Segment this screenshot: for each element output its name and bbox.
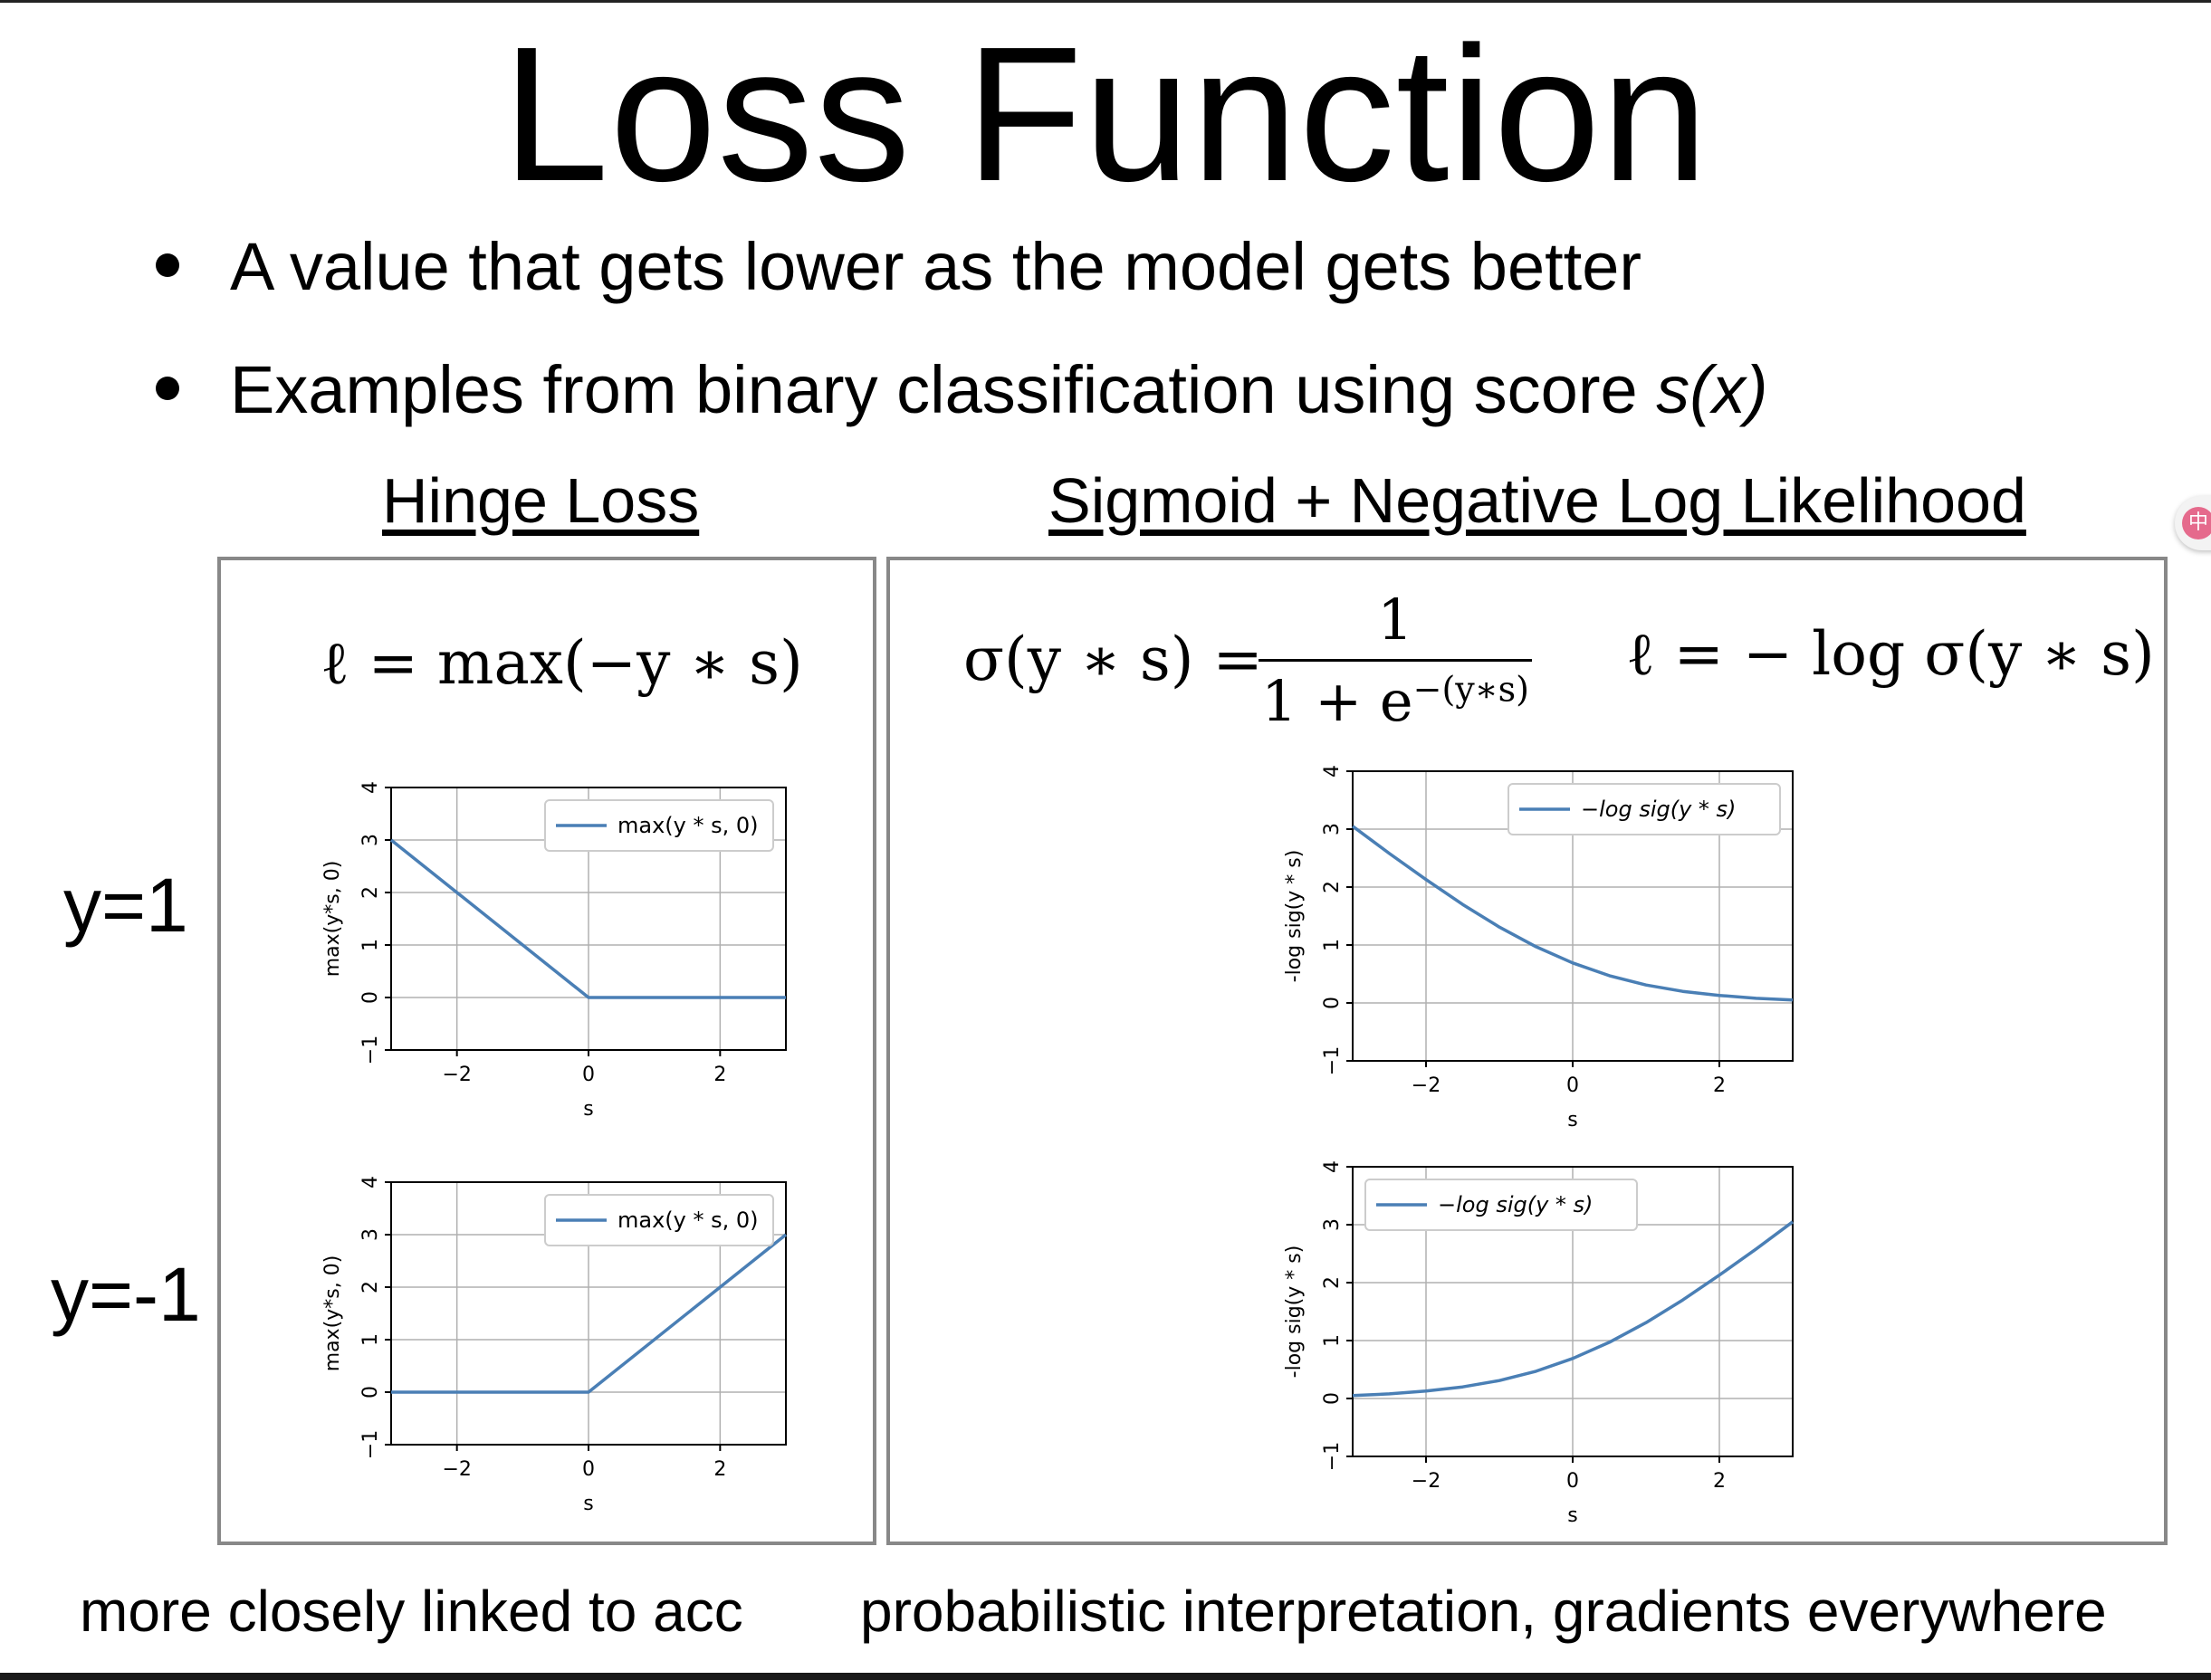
x-axis-label: s	[583, 1493, 593, 1515]
y-tick-label: 4	[359, 1176, 382, 1188]
x-tick-label: 2	[1713, 1470, 1726, 1493]
sigmoid-panel	[886, 557, 2168, 1545]
legend-box	[1364, 1179, 1638, 1231]
y-tick-label: 0	[359, 991, 382, 1004]
translate-icon[interactable]: 中	[2182, 507, 2211, 539]
slide-title: Loss Function	[502, 6, 1709, 221]
y-tick-label: −1	[1321, 1442, 1344, 1471]
legend-box	[1508, 783, 1781, 835]
series-line	[1351, 825, 1794, 1002]
y-tick-label: 2	[359, 1281, 382, 1293]
y-tick-label: 0	[1321, 1392, 1344, 1405]
y-tick-label: −1	[359, 1430, 382, 1459]
y-tick-label: 3	[1321, 823, 1344, 835]
y-tick-label: −1	[359, 1036, 382, 1064]
x-axis-label: s	[583, 1098, 593, 1121]
y-tick-label: 1	[1321, 1334, 1344, 1347]
bullet-dot-icon	[156, 377, 179, 400]
x-tick-label: −2	[442, 1458, 471, 1481]
sigmoid-formula-left: σ(y ∗ s) =	[963, 625, 1263, 694]
bullet-2-text: Examples from binary classification usin…	[230, 352, 1657, 427]
y-tick-label: 1	[359, 939, 382, 951]
y-axis-label: max(y*s, 0)	[321, 861, 344, 978]
sigmoid-top-chart: −2 0 2 −1 0 1 2 3 4 s -log sig(y * s) −log sig(y * …	[1283, 765, 1794, 1131]
x-axis-label: s	[1567, 1109, 1577, 1131]
x-axis-label: s	[1567, 1504, 1577, 1527]
x-tick-label: 0	[582, 1458, 595, 1481]
y-tick-label: 2	[1321, 881, 1344, 893]
y-tick-label: 3	[359, 1228, 382, 1241]
side-widget[interactable]: 中	[2175, 496, 2211, 550]
bullet-2-emphasis: s(x)	[1656, 352, 1768, 427]
x-tick-label: 0	[1566, 1074, 1579, 1097]
legend-label: −log sig(y * s)	[1438, 1192, 1593, 1217]
legend-box	[544, 1194, 774, 1246]
hinge-top-chart: −2 0 2 −1 0 1 2 3 4 s max(y*s, 0) max(y * s, 0)	[321, 781, 787, 1121]
legend-box	[544, 799, 774, 852]
x-tick-label: 2	[1713, 1074, 1726, 1097]
fraction-bar	[1259, 659, 1532, 662]
hinge-footer: more closely linked to acc	[80, 1579, 743, 1644]
series-line	[389, 838, 786, 999]
hinge-panel	[217, 557, 876, 1545]
bullet-1-text: A value that gets lower as the model get…	[230, 229, 1642, 304]
sigmoid-bottom-chart: −2 0 2 −1 0 1 2 3 4 s -log sig(y * s) −log sig(y * …	[1283, 1160, 1795, 1527]
bullet-dot-icon	[156, 253, 179, 277]
x-tick-label: −2	[1412, 1074, 1440, 1097]
legend-label: −log sig(y * s)	[1581, 797, 1736, 822]
x-tick-label: 2	[713, 1064, 726, 1086]
y-tick-label: 2	[1321, 1276, 1344, 1289]
y-tick-label: −1	[1321, 1046, 1344, 1075]
legend-label: max(y * s, 0)	[617, 813, 759, 838]
y-tick-label: 3	[359, 834, 382, 846]
sigmoid-formula-denominator: 1 + e−(y∗s)	[1259, 668, 1532, 734]
y-tick-label: 1	[1321, 939, 1344, 951]
y-tick-label: 4	[1321, 765, 1344, 778]
x-tick-label: −2	[442, 1064, 471, 1086]
sigmoid-heading: Sigmoid + Negative Log Likelihood	[1048, 465, 2026, 536]
x-tick-label: 0	[582, 1064, 595, 1086]
y-tick-label: 1	[359, 1333, 382, 1346]
y-tick-label: 4	[1321, 1160, 1344, 1173]
y-tick-label: 0	[359, 1386, 382, 1398]
hinge-bottom-chart: −2 0 2 −1 0 1 2 3 4 s max(y*s, 0) max(y * s, 0)	[321, 1176, 788, 1515]
row-label-y-neg: y=-1	[51, 1252, 201, 1337]
legend-label: max(y * s, 0)	[617, 1208, 759, 1233]
y-axis-label: max(y*s, 0)	[321, 1255, 344, 1372]
denominator-base: 1 + e	[1261, 668, 1413, 734]
y-tick-label: 2	[359, 886, 382, 899]
row-label-y-pos: y=1	[63, 863, 188, 948]
y-tick-label: 0	[1321, 997, 1344, 1009]
sigmoid-formula-numerator: 1	[1377, 587, 1413, 653]
y-axis-label: -log sig(y * s)	[1283, 850, 1306, 983]
series-line	[1352, 1220, 1795, 1398]
bullet-1: A value that gets lower as the model get…	[156, 234, 1642, 301]
hinge-heading: Hinge Loss	[382, 465, 700, 536]
top-border	[0, 0, 2211, 3]
y-axis-label: -log sig(y * s)	[1283, 1246, 1306, 1379]
y-tick-label: 4	[359, 781, 382, 794]
x-tick-label: 0	[1566, 1470, 1579, 1493]
sigmoid-footer: probabilistic interpretation, gradients …	[860, 1579, 2107, 1644]
series-line	[391, 1233, 788, 1394]
denominator-exponent: −(y∗s)	[1412, 669, 1529, 710]
bottom-border	[0, 1673, 2211, 1680]
bullet-2: Examples from binary classification usin…	[156, 357, 1767, 424]
x-tick-label: 2	[713, 1458, 726, 1481]
x-tick-label: −2	[1412, 1470, 1440, 1493]
hinge-formula: ℓ = max(−y ∗ s)	[321, 628, 803, 698]
y-tick-label: 3	[1321, 1218, 1344, 1231]
sigmoid-formula-right: ℓ = − log σ(y ∗ s)	[1626, 619, 2155, 689]
